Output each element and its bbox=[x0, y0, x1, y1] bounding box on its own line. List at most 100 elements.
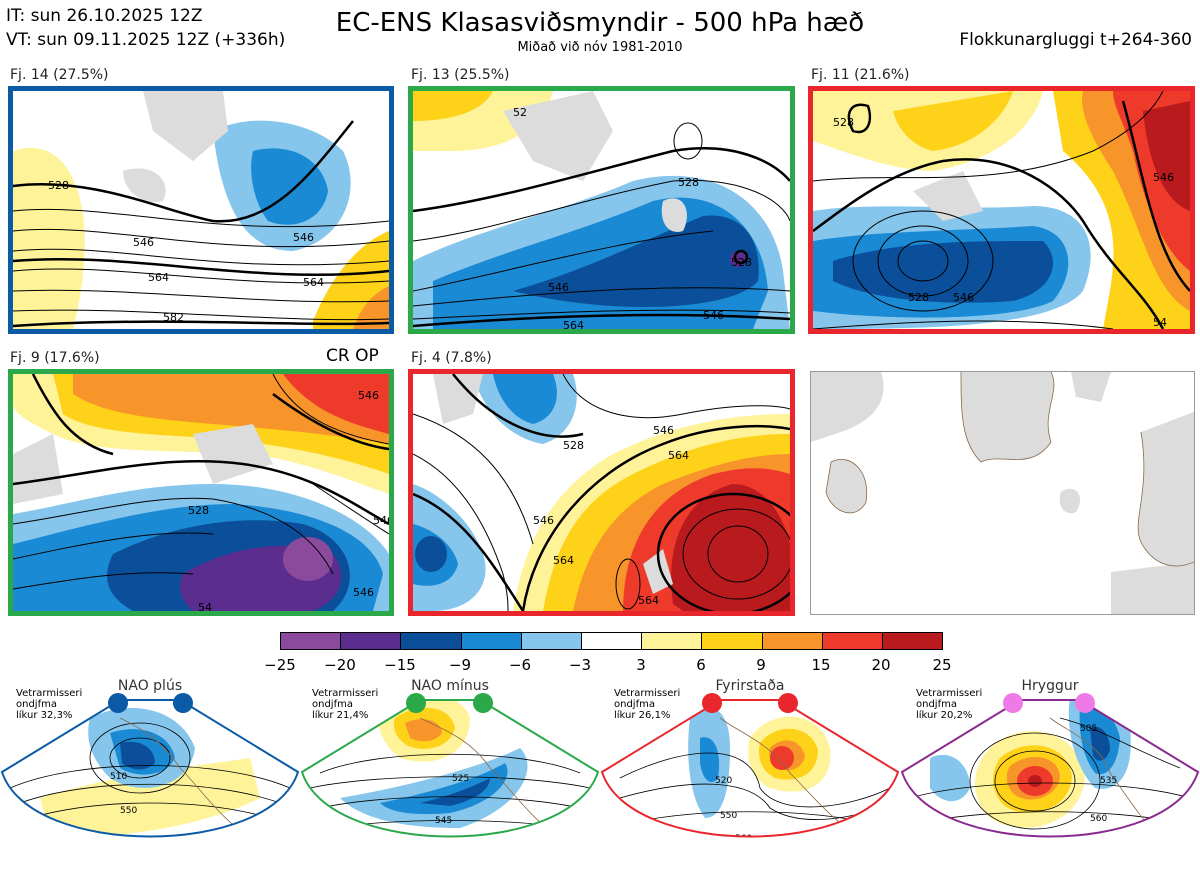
svg-text:546: 546 bbox=[353, 586, 374, 599]
svg-text:54: 54 bbox=[198, 601, 212, 611]
svg-text:546: 546 bbox=[533, 514, 554, 527]
regime-marker bbox=[108, 693, 128, 713]
colorbar-tick: 20 bbox=[871, 656, 891, 674]
svg-text:550: 550 bbox=[120, 806, 137, 816]
colorbar-segment bbox=[701, 633, 762, 649]
colorbar-segment bbox=[400, 633, 461, 649]
regime-title: Fyrirstaða bbox=[715, 678, 785, 694]
page-subtitle: Miðað við nóv 1981-2010 bbox=[517, 40, 683, 55]
regime-marker bbox=[1003, 693, 1023, 713]
svg-text:582: 582 bbox=[163, 311, 184, 324]
regime-marker bbox=[173, 693, 193, 713]
regime-title: Hryggur bbox=[1021, 678, 1079, 694]
svg-text:52: 52 bbox=[513, 106, 527, 119]
svg-text:525: 525 bbox=[452, 774, 469, 784]
svg-text:564: 564 bbox=[638, 594, 659, 607]
colorbar-segment bbox=[881, 633, 943, 649]
svg-text:560: 560 bbox=[735, 834, 752, 844]
svg-text:546: 546 bbox=[133, 236, 154, 249]
svg-text:528: 528 bbox=[833, 116, 854, 129]
panel-5-label: Fj. 4 (7.8%) bbox=[411, 350, 492, 366]
svg-text:564: 564 bbox=[303, 276, 324, 289]
svg-text:546: 546 bbox=[703, 309, 724, 322]
svg-text:528: 528 bbox=[48, 179, 69, 192]
colorbar-segment bbox=[281, 633, 341, 649]
colorbar-segment bbox=[821, 633, 882, 649]
classification-window: Flokkunargluggi t+264-360 bbox=[959, 30, 1192, 50]
regime-nao-plus: NAO plús Vetrarmisseri ondjfma líkur 32,3%… bbox=[0, 678, 300, 871]
regime-marker bbox=[406, 693, 426, 713]
regime-ridge: Hryggur Vetrarmisseri ondjfma líkur 20,2% bbox=[900, 678, 1200, 871]
svg-text:546: 546 bbox=[548, 281, 569, 294]
svg-text:564: 564 bbox=[668, 449, 689, 462]
run-times: IT: sun 26.10.2025 12Z VT: sun 09.11.202… bbox=[6, 4, 285, 52]
svg-text:528: 528 bbox=[731, 256, 752, 269]
svg-text:528: 528 bbox=[563, 439, 584, 452]
svg-text:535: 535 bbox=[1100, 776, 1117, 786]
panel-2-label: Fj. 13 (25.5%) bbox=[411, 67, 510, 83]
svg-text:528: 528 bbox=[188, 504, 209, 517]
svg-text:520: 520 bbox=[715, 776, 732, 786]
svg-text:560: 560 bbox=[1090, 814, 1107, 824]
colorbar-tick: 9 bbox=[756, 656, 766, 674]
panel-3-label: Fj. 11 (21.6%) bbox=[811, 67, 910, 83]
colorbar-segment bbox=[641, 633, 702, 649]
regime-marker bbox=[702, 693, 722, 713]
colorbar-segment bbox=[520, 633, 581, 649]
colorbar-tick: −6 bbox=[508, 656, 532, 674]
cluster-map-1: 528 546 546 564 564 582 bbox=[8, 86, 394, 334]
colorbar-tick: 15 bbox=[811, 656, 831, 674]
svg-text:546: 546 bbox=[1153, 171, 1174, 184]
panel-4-tag: CR OP bbox=[326, 346, 379, 366]
colorbar-segment bbox=[580, 633, 642, 649]
regime-blocking: Fyrirstaða Vetrarmisseri ondjfma líkur 26,… bbox=[600, 678, 900, 871]
regime-marker bbox=[473, 693, 493, 713]
regime-info: Vetrarmisseri ondjfma líkur 26,1% bbox=[614, 688, 681, 721]
colorbar-segment bbox=[761, 633, 822, 649]
panel-1-label: Fj. 14 (27.5%) bbox=[10, 67, 109, 83]
regime-info: Vetrarmisseri ondjfma líkur 20,2% bbox=[916, 688, 983, 721]
svg-text:565: 565 bbox=[445, 853, 462, 863]
svg-text:546: 546 bbox=[373, 514, 389, 527]
panel-4-label: Fj. 9 (17.6%) bbox=[10, 350, 100, 366]
colorbar-tick: 6 bbox=[696, 656, 706, 674]
valid-time: VT: sun 09.11.2025 12Z (+336h) bbox=[6, 30, 286, 50]
regime-info: Vetrarmisseri ondjfma líkur 32,3% bbox=[16, 688, 83, 721]
cluster-map-3: 528 528 546 546 54 bbox=[808, 86, 1195, 334]
colorbar-segment bbox=[340, 633, 401, 649]
svg-text:546: 546 bbox=[358, 389, 379, 402]
svg-text:550: 550 bbox=[720, 811, 737, 821]
svg-text:564: 564 bbox=[553, 554, 574, 567]
svg-text:54: 54 bbox=[1153, 316, 1167, 329]
colorbar-tick: 25 bbox=[932, 656, 952, 674]
svg-text:546: 546 bbox=[653, 424, 674, 437]
svg-text:528: 528 bbox=[908, 291, 929, 304]
page-title: EC-ENS Klasasviðsmyndir - 500 hPa hæð bbox=[335, 8, 865, 38]
colorbar-tick: −20 bbox=[324, 656, 356, 674]
colorbar-tick: 3 bbox=[636, 656, 646, 674]
svg-text:528: 528 bbox=[678, 176, 699, 189]
svg-text:564: 564 bbox=[563, 319, 584, 329]
regime-info: Vetrarmisseri ondjfma líkur 21,4% bbox=[312, 688, 379, 721]
svg-text:564: 564 bbox=[148, 271, 169, 284]
colorbar-ticks: −25 −20 −15 −9 −6 −3 3 6 9 15 20 25 bbox=[260, 656, 963, 676]
colorbar bbox=[280, 632, 943, 650]
regime-title: NAO mínus bbox=[411, 678, 489, 694]
svg-text:510: 510 bbox=[110, 772, 127, 782]
cluster-map-5: 528 546 564 564 546 564 bbox=[408, 369, 795, 616]
regime-marker bbox=[1075, 693, 1095, 713]
colorbar-tick: −9 bbox=[448, 656, 472, 674]
colorbar-tick: −25 bbox=[264, 656, 296, 674]
colorbar-segment bbox=[460, 633, 521, 649]
regime-title: NAO plús bbox=[117, 678, 183, 694]
colorbar-tick: −15 bbox=[384, 656, 416, 674]
svg-text:505: 505 bbox=[1080, 724, 1097, 734]
regime-nao-minus: NAO mínus Vetrarmisseri ondjfma líkur 21,4… bbox=[300, 678, 600, 871]
colorbar-tick: −3 bbox=[568, 656, 592, 674]
base-map bbox=[810, 371, 1195, 615]
regime-marker bbox=[778, 693, 798, 713]
svg-text:546: 546 bbox=[953, 291, 974, 304]
svg-text:546: 546 bbox=[293, 231, 314, 244]
cluster-map-2: 528 528 546 546 564 52 bbox=[408, 86, 795, 334]
cluster-map-4: 528 546 546 546 54 bbox=[8, 369, 394, 616]
